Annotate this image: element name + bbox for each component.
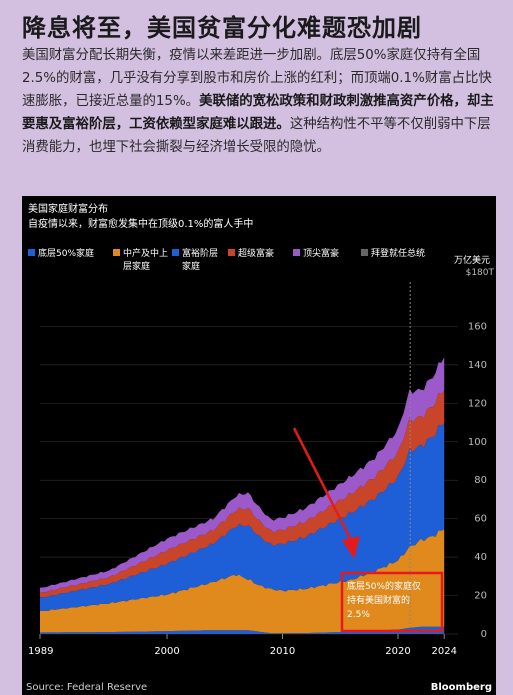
y-tick-20: 20: [474, 591, 487, 602]
legend-swatch-top: [293, 249, 300, 256]
legend-label-affluent-1: 富裕阶层: [182, 247, 218, 259]
article-body: 美国财富分配长期失衡，疫情以来差距进一步加剧。底层50%家庭仅持有全国2.5%的…: [22, 44, 496, 159]
legend-swatch-ultra: [228, 249, 235, 256]
area-top: [40, 357, 445, 593]
x-tick-2020: 2020: [385, 646, 410, 657]
article-bold-sentence: 美联储的宽松政策和财政刺激推高资产价格，却主要惠及富裕阶层，工资依赖型家庭难以跟…: [22, 94, 494, 132]
x-tick-1989: 1989: [28, 646, 53, 657]
area-series: [40, 357, 445, 634]
y-tick-120: 120: [468, 398, 487, 409]
y-tick-140: 140: [468, 360, 487, 371]
annotation-line-1: 底层50%的家庭仅: [347, 580, 421, 592]
legend-swatch-middle: [113, 249, 120, 256]
legend-swatch-bottom50: [28, 249, 35, 256]
chart-title: 美国家庭财富分布: [28, 202, 108, 215]
brand-logo: Bloomberg: [431, 682, 492, 693]
y-tick-160: 160: [468, 321, 487, 332]
legend-label-ultra: 超级富豪: [238, 247, 274, 259]
unit-label: 万亿美元: [454, 254, 490, 266]
headline: 降息将至，美国贫富分化难题恐加剧: [22, 14, 422, 42]
legend-label-affluent-2: 家庭: [182, 260, 200, 272]
legend-label-middle-2: 层家庭: [123, 260, 150, 272]
annotation-line-3: 2.5%: [347, 610, 370, 620]
legend-swatch-marker: [361, 249, 368, 256]
legend-label-top: 顶尖富豪: [303, 247, 339, 259]
y-tick-40: 40: [474, 552, 487, 563]
y-tick-60: 60: [474, 514, 487, 525]
legend-label-middle-1: 中产及中上: [123, 247, 168, 259]
legend: 底层50%家庭 中产及中上 层家庭 富裕阶层 家庭 超级富豪 顶尖富豪 拜登就任…: [28, 247, 425, 272]
wealth-distribution-chart: 美国家庭财富分布 自疫情以来，财富愈发集中在顶级0.1%的富人手中 底层50%家…: [26, 202, 495, 693]
legend-label-bottom50: 底层50%家庭: [38, 247, 94, 259]
chart-subtitle: 自疫情以来，财富愈发集中在顶级0.1%的富人手中: [28, 217, 253, 230]
x-tick-2000: 2000: [154, 646, 179, 657]
y-tick-0: 0: [481, 629, 487, 640]
annotation-arrowhead: [342, 536, 360, 559]
area-ultra: [40, 390, 445, 598]
legend-label-marker: 拜登就任总统: [371, 247, 425, 259]
annotation-text: 底层50%的家庭仅 持有美国财富的 2.5%: [347, 580, 421, 620]
chart-card: 美国家庭财富分布 自疫情以来，财富愈发集中在顶级0.1%的富人手中 底层50%家…: [22, 196, 496, 695]
area-affluent: [40, 423, 445, 611]
legend-swatch-affluent: [172, 249, 179, 256]
y-tick-80: 80: [474, 475, 487, 486]
y-tick-100: 100: [468, 437, 487, 448]
source-text: Source: Federal Reserve: [26, 682, 147, 693]
annotation-arrow-line: [292, 427, 354, 543]
article-p3: 这种结构性不平等不仅削弱中下层消费能力，也埋下社会撕裂与经济增长受限的隐忧。: [22, 117, 491, 155]
x-axis: 1989 2000 2010 2020 2024: [28, 634, 457, 657]
y-axis: 0 20 40 60 80 100 120 140 160: [468, 321, 487, 640]
x-tick-2010: 2010: [270, 646, 295, 657]
annotation-line-2: 持有美国财富的: [347, 594, 410, 606]
unit-top-label: $180T: [466, 268, 495, 278]
annotation-box: [340, 571, 444, 633]
article-p1: 美国财富分配长期失衡，疫情以来差距进一步加剧。底层50%家庭仅持有全国2.5%的…: [22, 48, 492, 109]
x-tick-2024: 2024: [431, 646, 456, 657]
